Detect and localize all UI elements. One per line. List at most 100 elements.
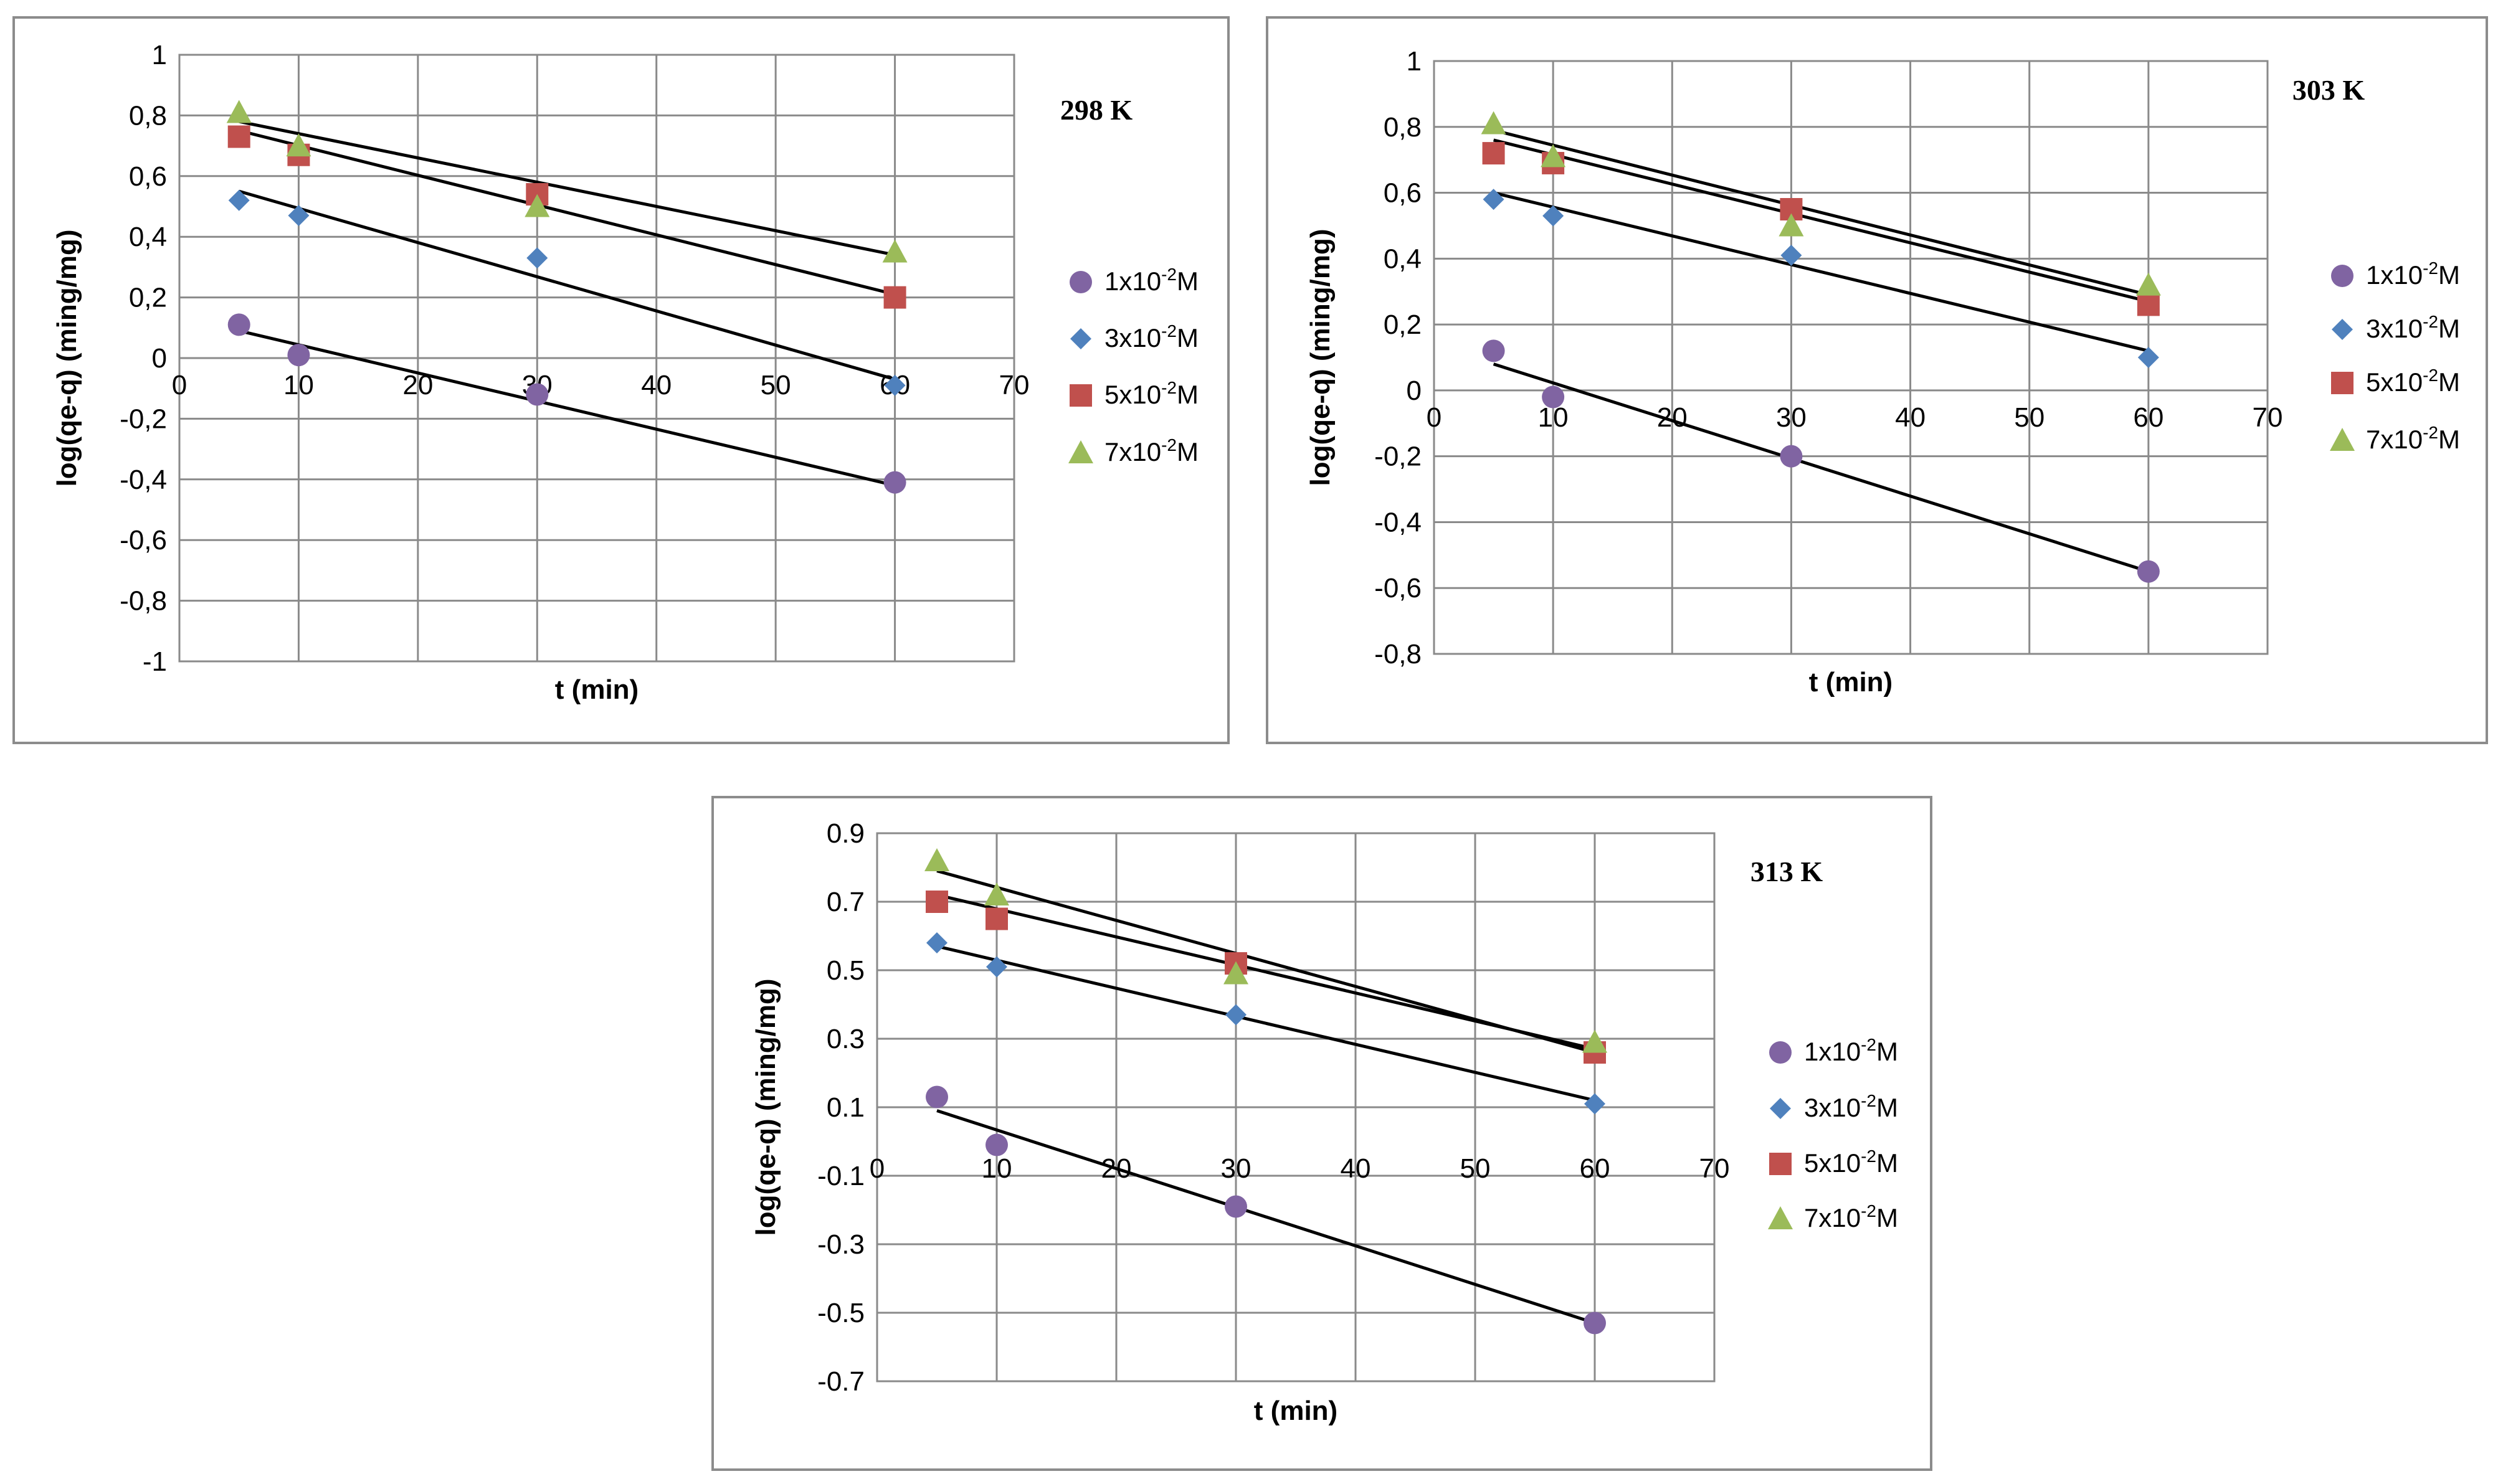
legend-marker-square xyxy=(1769,1153,1792,1175)
y-tick-label: -0,8 xyxy=(120,586,167,617)
y-tick-label: -0.1 xyxy=(817,1161,865,1191)
y-tick-label: -0,6 xyxy=(120,525,167,555)
y-axis-label: log(qe-q) (ming/mg) xyxy=(52,229,82,486)
data-point-triangle xyxy=(1481,111,1506,135)
data-point-circle xyxy=(883,471,906,494)
data-point-triangle xyxy=(1582,1029,1607,1053)
x-tick-label: 10 xyxy=(283,370,314,400)
data-point-triangle xyxy=(226,100,252,123)
trendline-circle xyxy=(1493,362,2149,574)
data-point-square xyxy=(883,286,906,309)
x-tick-label: 50 xyxy=(1460,1153,1491,1184)
data-point-circle xyxy=(287,344,310,367)
trendline-diamond xyxy=(936,945,1595,1102)
y-tick-label: -0,2 xyxy=(120,404,167,434)
chart-panel-303k: 10,80,60,40,20-0,2-0,4-0,6-0,80 10 20 30 40 5… xyxy=(1266,16,2488,744)
data-point-diamond xyxy=(1584,1093,1605,1115)
data-point-square xyxy=(227,125,250,148)
x-tick-label: 60 xyxy=(2133,402,2163,433)
x-tick-label: 40 xyxy=(1895,402,1926,433)
x-axis-label: t (min) xyxy=(555,674,639,705)
legend-marker-triangle xyxy=(2330,428,2355,451)
legend-marker-diamond xyxy=(1770,1098,1791,1119)
chart-title: 303 K xyxy=(2292,74,2365,106)
trendline-square xyxy=(239,129,896,296)
data-point-diamond xyxy=(1225,1004,1247,1026)
x-tick-label: 70 xyxy=(999,370,1030,400)
y-tick-label: 0,4 xyxy=(1384,243,1422,274)
x-tick-label: 70 xyxy=(2253,402,2283,433)
y-tick-label: 0,8 xyxy=(1384,112,1422,143)
data-point-circle xyxy=(2137,560,2160,583)
legend-marker-square xyxy=(2331,372,2353,394)
x-tick-label: 60 xyxy=(1580,1153,1610,1184)
y-tick-label: 1 xyxy=(152,40,167,70)
legend-marker-triangle xyxy=(1068,440,1093,463)
data-point-circle xyxy=(1584,1311,1606,1335)
data-point-triangle xyxy=(984,882,1009,905)
data-point-diamond xyxy=(926,932,948,953)
data-point-diamond xyxy=(1483,189,1504,210)
data-point-circle xyxy=(1225,1195,1247,1218)
data-point-circle xyxy=(227,313,250,336)
chart-title: 298 K xyxy=(1060,94,1133,126)
legend-label: 7x10-2M xyxy=(1104,435,1199,466)
chart-panel-298k: 10,80,60,40,20-0,2-0,4-0,6-0,8-101020304… xyxy=(12,16,1230,744)
data-point-triangle xyxy=(525,194,550,217)
trendline-diamond xyxy=(239,189,896,381)
y-tick-label: 0.7 xyxy=(827,887,865,917)
y-tick-label: -0,6 xyxy=(1374,573,1422,603)
legend-label: 3x10-2M xyxy=(2366,312,2460,343)
legend-label: 1x10-2M xyxy=(1104,265,1199,296)
data-point-square xyxy=(926,891,948,913)
data-point-circle xyxy=(1482,339,1505,362)
legend-label: 5x10-2M xyxy=(1104,378,1199,409)
x-tick-label: 30 xyxy=(1221,1153,1252,1184)
legend-label: 7x10-2M xyxy=(1804,1201,1898,1232)
data-point-diamond xyxy=(526,247,548,269)
trendline-circle xyxy=(239,329,896,487)
legend-label: 5x10-2M xyxy=(1804,1146,1898,1178)
x-tick-label: 10 xyxy=(982,1153,1012,1184)
data-point-diamond xyxy=(288,205,310,227)
legend-marker-circle xyxy=(2331,265,2353,287)
data-point-triangle xyxy=(1223,961,1248,985)
y-tick-label: -0.7 xyxy=(817,1366,865,1397)
data-point-triangle xyxy=(1779,213,1804,237)
data-point-triangle xyxy=(1541,144,1566,168)
trendline-square xyxy=(1493,138,2149,303)
x-tick-label: 50 xyxy=(2014,402,2045,433)
trendline-triangle xyxy=(1493,128,2149,296)
y-tick-label: -0,4 xyxy=(120,465,167,495)
x-tick-label: 0 xyxy=(1427,402,1441,433)
data-point-circle xyxy=(1780,445,1803,468)
data-point-diamond xyxy=(228,189,250,211)
x-axis-label: t (min) xyxy=(1809,667,1893,697)
x-tick-label: 30 xyxy=(1776,402,1807,433)
y-tick-label: 0,2 xyxy=(129,283,167,313)
data-point-triangle xyxy=(286,133,311,157)
data-point-circle xyxy=(526,383,549,406)
y-tick-label: -0,4 xyxy=(1374,507,1422,537)
y-tick-label: -1 xyxy=(143,646,167,677)
y-tick-label: 1 xyxy=(1407,46,1422,77)
legend-marker-triangle xyxy=(1768,1206,1793,1229)
legend-marker-diamond xyxy=(1070,328,1091,349)
chart-panel-313k: 0.90.70.50.30.1-0.1-0.3-0.5-0.70 10 20 30 40… xyxy=(711,796,1932,1471)
trendline-circle xyxy=(936,1109,1595,1325)
legend-marker-diamond xyxy=(2332,319,2353,340)
trendline-diamond xyxy=(1493,191,2149,352)
x-tick-label: 40 xyxy=(641,370,672,400)
x-tick-label: 70 xyxy=(1699,1153,1730,1184)
y-tick-label: -0.3 xyxy=(817,1229,865,1260)
data-point-diamond xyxy=(884,374,906,396)
data-point-diamond xyxy=(2137,347,2159,368)
y-tick-label: 0,8 xyxy=(129,100,167,131)
data-point-diamond xyxy=(1780,245,1802,267)
legend-label: 3x10-2M xyxy=(1804,1091,1898,1122)
data-point-square xyxy=(1482,142,1505,165)
y-tick-label: 0,6 xyxy=(1384,178,1422,209)
x-tick-label: 0 xyxy=(172,370,187,400)
y-tick-label: 0,6 xyxy=(129,161,167,192)
